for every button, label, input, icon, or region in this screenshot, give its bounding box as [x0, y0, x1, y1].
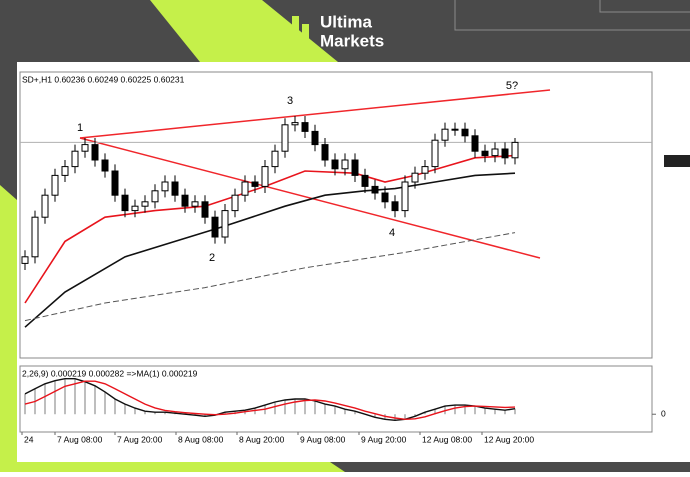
wave-label: 2: [209, 252, 215, 264]
candle-body: [51, 174, 59, 196]
candle-body: [91, 144, 99, 161]
signal-line: [24, 380, 516, 421]
candle-body: [421, 166, 429, 174]
candle-body: [431, 139, 439, 168]
candle-body: [291, 122, 299, 126]
candle-body: [481, 150, 489, 157]
candle-body: [311, 130, 319, 146]
candle-body: [371, 185, 379, 194]
candle-body: [511, 141, 519, 159]
candle-body: [81, 144, 89, 152]
candle-body: [301, 122, 309, 132]
candle-body: [141, 201, 149, 207]
moving-average: [24, 172, 516, 328]
candle-body: [361, 174, 369, 187]
candle-body: [441, 128, 449, 141]
candle-body: [391, 201, 399, 212]
x-tick-label: 7 Aug 20:00: [117, 434, 163, 444]
symbol-header: SD+,H1 0.60236 0.60249 0.60225 0.60231: [22, 74, 185, 84]
candle-body: [21, 256, 29, 264]
candle-body: [261, 166, 269, 187]
trendline: [79, 137, 541, 259]
candle-body: [381, 192, 389, 203]
moving-average: [24, 232, 516, 322]
decor-line: [599, 0, 690, 13]
logo-mark: [302, 24, 309, 42]
candle-body: [111, 170, 119, 196]
candle-body: [161, 181, 169, 192]
candle-body: [321, 144, 329, 161]
candle-body: [71, 150, 79, 168]
logo-mark: [292, 16, 299, 42]
wave-label: 4: [389, 227, 395, 239]
candle-body: [171, 181, 179, 196]
price-marker: [664, 155, 690, 167]
candle-body: [501, 148, 509, 159]
candle-body: [451, 128, 459, 131]
candle-body: [41, 194, 49, 218]
candle-body: [191, 201, 199, 207]
logo-text: Ultima: [320, 12, 373, 31]
x-tick-label: 9 Aug 08:00: [300, 434, 346, 444]
macd-plot-frame: [19, 365, 653, 433]
candle-body: [471, 135, 479, 152]
candle-body: [271, 150, 279, 168]
logo: Ultima Markets: [292, 12, 384, 50]
candle-body: [101, 159, 109, 172]
decor-line: [454, 0, 690, 31]
macd-line: [24, 378, 516, 422]
wave-label: 5?: [506, 80, 518, 92]
x-tick-label: 8 Aug 08:00: [178, 434, 224, 444]
candle-body: [61, 166, 69, 176]
candle-body: [131, 205, 139, 212]
x-tick-label: 12 Aug 20:00: [484, 434, 534, 444]
wave-label: 1: [77, 122, 83, 134]
candle-body: [411, 172, 419, 183]
candle-body: [341, 159, 349, 170]
candle-body: [151, 190, 159, 203]
candle-body: [281, 124, 289, 152]
moving-average: [24, 154, 516, 304]
x-tick-label: 8 Aug 20:00: [239, 434, 285, 444]
x-tick-label: 7 Aug 08:00: [57, 434, 103, 444]
x-tick-label: 9 Aug 20:00: [361, 434, 407, 444]
candle-body: [351, 159, 359, 176]
candle-body: [331, 159, 339, 170]
candle-body: [251, 181, 259, 187]
candle-body: [221, 210, 229, 238]
chart-panel: [17, 62, 690, 462]
indicator-header: 2,26,9) 0.000219 0.000282 =>MA(1) 0.0002…: [22, 368, 198, 378]
candle-body: [201, 201, 209, 218]
wave-label: 3: [287, 95, 293, 107]
candle-body: [31, 216, 39, 258]
candle-body: [231, 194, 239, 212]
candle-body: [491, 148, 499, 157]
x-tick-label: 24: [24, 434, 34, 444]
candle-body: [241, 181, 249, 196]
candle-body: [211, 216, 219, 238]
x-tick-label: 12 Aug 08:00: [422, 434, 472, 444]
candle-body: [181, 194, 189, 207]
logo-text: Markets: [320, 31, 384, 50]
candle-body: [121, 194, 129, 212]
y-tick-label: 0: [661, 408, 666, 418]
accent-shape: [150, 0, 338, 62]
candle-body: [401, 181, 409, 212]
trendline: [79, 89, 551, 139]
main-plot-frame: [19, 71, 653, 359]
candle-body: [461, 128, 469, 137]
